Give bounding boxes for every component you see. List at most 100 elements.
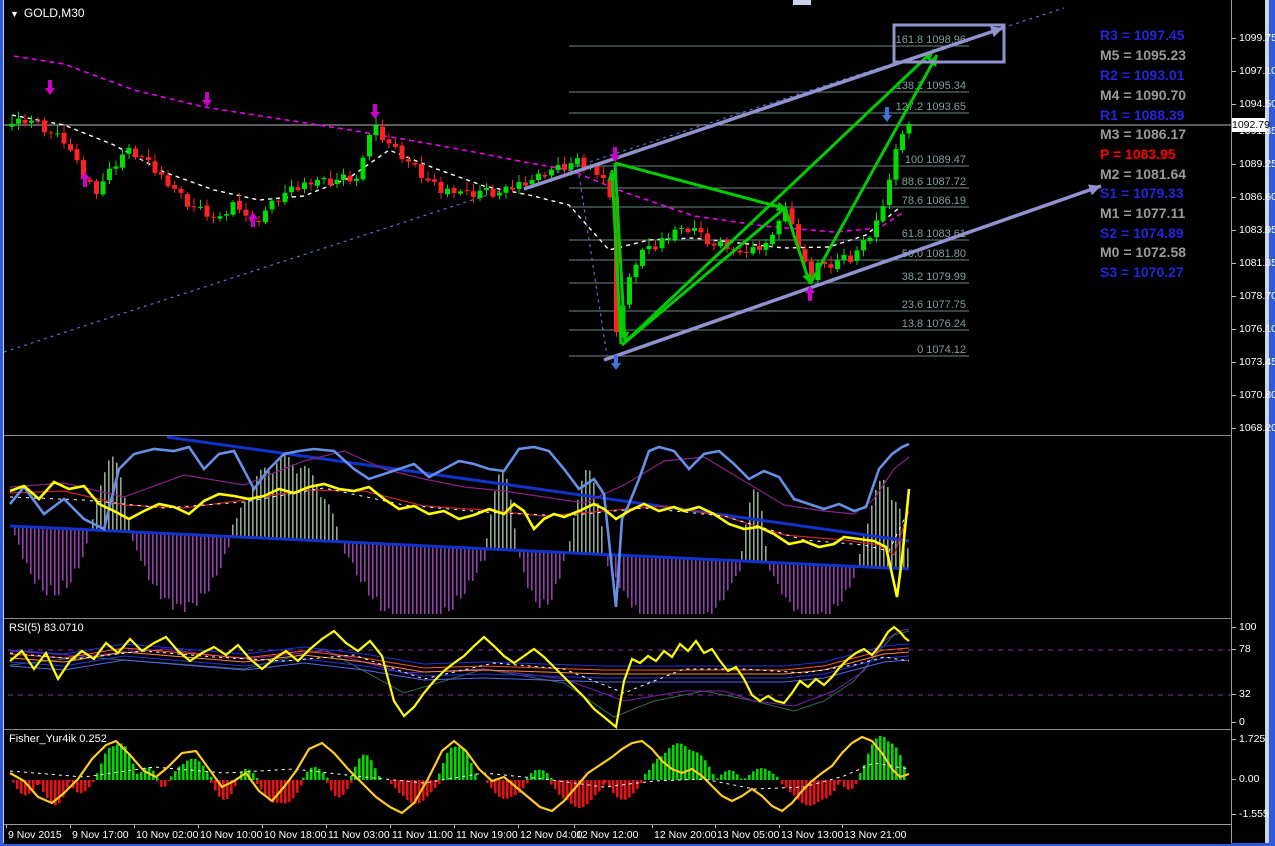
time-tick [198,825,199,828]
p1-purple [9,450,910,515]
time-axis-label: 13 Nov 05:00 [717,829,780,841]
pivot-label: M4 = 1090.70 [1100,87,1187,103]
trendline-dashed-steep [578,174,608,357]
fisher-yellow [9,735,910,815]
axis-tick [1232,71,1236,72]
price-axis-label: 1089.25 [1239,158,1275,170]
pivot-label: P = 1083.95 [1100,146,1176,162]
down-arrow-marker [370,104,380,119]
price-axis-label: 1068.20 [1239,422,1275,434]
pattern-bc [783,207,812,285]
ma-white-dashed [11,114,900,251]
time-axis-label: 13 Nov 13:00 [781,829,844,841]
time-axis-label: 13 Nov 21:00 [844,829,907,841]
axis-tick [1232,722,1236,723]
time-tick [652,825,653,828]
fib-label: 38.2 1079.99 [902,271,966,283]
fib-label: 13.8 1076.24 [902,318,966,330]
price-axis-label: 1099.75 [1239,32,1275,44]
time-tick [842,825,843,828]
time-axis-label: 9 Nov 2015 [8,829,62,841]
p1-blue-line-upper [166,436,910,543]
fib-label: 138.2 1095.34 [896,80,966,92]
axis-tick [1232,104,1236,105]
pivot-label: S1 = 1079.33 [1100,185,1184,201]
rsi-canvas[interactable] [4,621,1231,729]
symbol-title-text: GOLD,M30 [23,6,85,20]
time-tick [326,825,327,828]
fib-label: 88.6 1087.72 [902,176,966,188]
symbol-dropdown-icon[interactable]: ▼ [10,9,19,19]
time-tick [6,825,7,828]
time-tick [454,825,455,828]
fib-label: 78.6 1086.19 [902,195,966,207]
time-tick [779,825,780,828]
down-arrow-marker [611,355,621,370]
axis-tick [1232,38,1236,39]
price-axis-label: 1078.70 [1239,290,1275,302]
pivot-label: M2 = 1081.64 [1100,166,1187,182]
main-chart-pane[interactable]: ▼ GOLD,M30 161.8 1098.96 138.2 1095.34 127.… [4,0,1231,434]
axis-tick [1232,263,1236,264]
rsi-label: RSI(5) 83.0710 [9,622,84,634]
fisher-label: Fisher_Yur4ik 0.252 [9,733,107,745]
fib-label: 100 1089.47 [905,154,966,166]
price-axis-label: 1076.10 [1239,323,1275,335]
down-arrow-marker [202,92,212,107]
price-axis[interactable]: 1099.751097.101094.501091.851089.251086.… [1231,0,1275,843]
time-tick [715,825,716,828]
fib-label: 23.6 1077.75 [902,299,966,311]
pivot-label: M0 = 1072.58 [1100,244,1187,260]
price-axis-label: 1086.60 [1239,191,1275,203]
fib-label: 0 1074.12 [917,344,966,356]
time-axis-label: 11 Nov 19:00 [456,829,518,841]
pattern-xb [614,161,788,212]
pattern-ab [621,206,786,347]
axis-tick [1232,197,1236,198]
time-tick [518,825,519,828]
window-frame-right [1269,0,1275,846]
axis-tick [1232,164,1236,165]
fib: 161.8 1098.96 138.2 1095.34 127.2 1093.65 1… [569,34,969,357]
time-axis-label: 10 Nov 18:00 [264,829,327,841]
axis-tick [1232,362,1236,363]
axis-tick [1232,649,1236,650]
chart-body: ▼ GOLD,M30 161.8 1098.96 138.2 1095.34 127.… [4,0,1231,843]
time-tick [70,825,71,828]
window-frame-left-inner [3,0,4,846]
pivot-label: S3 = 1070.27 [1100,264,1184,280]
pivot-label: R1 = 1088.39 [1100,107,1185,123]
time-tick [134,825,135,828]
p1-stepped-blue [8,442,910,608]
ma-magenta-dashed [13,55,905,233]
time-axis[interactable]: 9 Nov 2015 9 Nov 17:00 10 Nov 02:00 10 Nov … [4,824,1231,844]
indicator1-canvas[interactable] [4,436,1231,617]
time-axis-label: 10 Nov 10:00 [200,829,263,841]
indicator-pane-1[interactable] [4,435,1231,617]
window-frame-left [0,0,3,846]
pivot-label: M5 = 1095.23 [1100,47,1187,63]
top-scroll-notch [793,0,811,5]
channel-upper [523,26,1004,191]
fisher-canvas[interactable] [4,732,1231,824]
pattern-xa [613,162,630,343]
up-arrow-marker [805,286,815,301]
rsi-pane[interactable]: RSI(5) 83.0710 [4,618,1231,729]
time-axis-label: 12 Nov 04:00 [520,829,583,841]
up-arrow-marker [80,172,90,187]
pivot-label: M3 = 1086.17 [1100,126,1187,142]
price-axis-label: 1083.95 [1239,224,1275,236]
rsi-band [9,643,910,683]
time-axis-label: 12 Nov 12:00 [576,829,639,841]
down-arrow-marker [610,147,620,162]
axis-tick [1232,428,1236,429]
fisher-scale-label: 1.725 [1239,733,1266,745]
time-tick [262,825,263,828]
price-axis-label: 1081.35 [1239,257,1275,269]
down-arrow-marker [45,80,55,95]
fisher-pane[interactable]: Fisher_Yur4ik 0.252 [4,729,1231,823]
main-chart-canvas[interactable]: 161.8 1098.96 138.2 1095.34 127.2 1093.65 1… [4,0,1231,434]
axis-tick [1232,694,1236,695]
current-price-box: 1092.79 [1232,118,1270,132]
